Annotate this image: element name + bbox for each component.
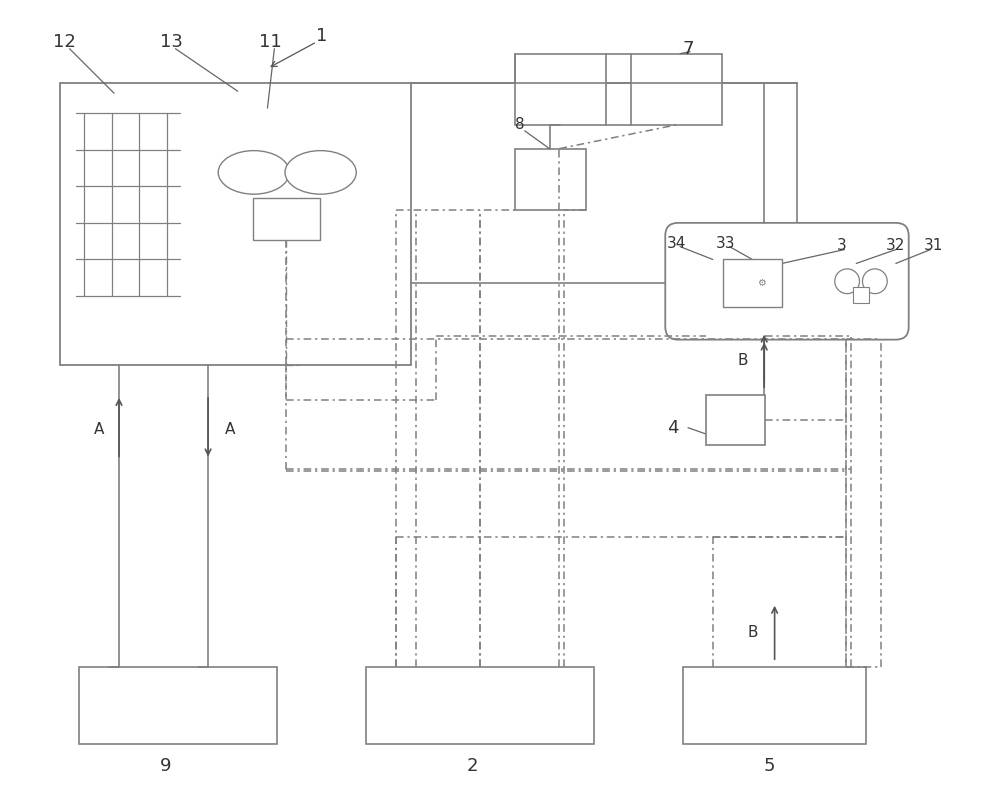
- Text: 9: 9: [160, 757, 171, 775]
- Text: A: A: [94, 422, 104, 437]
- Ellipse shape: [835, 269, 860, 294]
- Bar: [366, 667, 594, 744]
- Ellipse shape: [862, 269, 887, 294]
- Bar: [60, 83, 411, 366]
- Text: 13: 13: [160, 33, 183, 50]
- Bar: [706, 395, 765, 445]
- Bar: [853, 287, 869, 303]
- Text: B: B: [737, 354, 748, 369]
- Text: 5: 5: [763, 757, 775, 775]
- Bar: [79, 667, 277, 744]
- Ellipse shape: [285, 150, 356, 194]
- Text: 11: 11: [259, 33, 282, 50]
- Text: 34: 34: [666, 236, 686, 251]
- Bar: [683, 667, 866, 744]
- Text: 33: 33: [716, 236, 735, 251]
- Text: 2: 2: [467, 757, 478, 775]
- Text: 7: 7: [682, 40, 694, 58]
- Text: B: B: [748, 625, 758, 640]
- Text: 32: 32: [886, 238, 906, 253]
- Text: 8: 8: [515, 118, 525, 132]
- Bar: [723, 259, 782, 307]
- Text: 12: 12: [53, 33, 76, 50]
- Text: 4: 4: [667, 418, 679, 437]
- Bar: [515, 149, 586, 210]
- Text: 3: 3: [837, 238, 846, 253]
- Text: 31: 31: [924, 238, 943, 253]
- Text: 1: 1: [316, 27, 328, 45]
- Ellipse shape: [218, 150, 289, 194]
- Bar: [253, 198, 320, 240]
- Text: A: A: [225, 422, 235, 437]
- Bar: [631, 54, 722, 125]
- Bar: [515, 54, 606, 125]
- FancyBboxPatch shape: [665, 223, 909, 340]
- Text: ⚙: ⚙: [757, 278, 766, 288]
